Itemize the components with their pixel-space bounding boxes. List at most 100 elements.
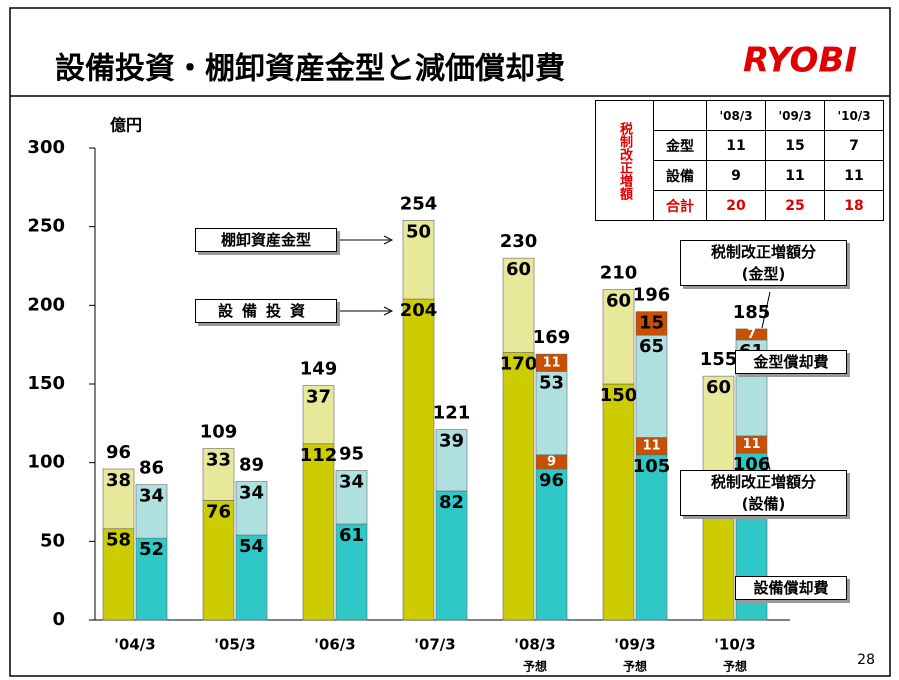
bar-segment: [235, 534, 268, 621]
segment-label: 82: [439, 492, 464, 513]
segment-label: 11: [742, 437, 760, 452]
total-label: 121: [433, 403, 471, 424]
cell: 25: [765, 190, 825, 221]
segment-label: 204: [400, 300, 438, 321]
callout: 税制改正増額分 (設備): [680, 470, 847, 516]
segment-label: 54: [239, 536, 264, 557]
x-tick-label: '07/3: [414, 636, 455, 654]
segment-label: 106: [733, 454, 771, 475]
x-sublabel: 予想: [723, 659, 747, 674]
x-tick-label: '05/3: [214, 636, 255, 654]
y-tick-label: 200: [27, 294, 65, 315]
segment-label: 170: [500, 354, 538, 375]
y-tick-label: 150: [27, 373, 65, 394]
x-sublabel: 予想: [523, 659, 547, 674]
segment-label: 52: [139, 539, 164, 560]
bar-segment: [335, 523, 368, 621]
bar-segment: [635, 311, 668, 336]
segment-label: 53: [539, 372, 564, 393]
x-tick-label: '06/3: [314, 636, 355, 654]
cell: 15: [765, 130, 825, 161]
segment-label: 37: [306, 387, 331, 408]
bar-segment: [602, 289, 635, 385]
segment-label: 34: [339, 472, 364, 493]
cell: 18: [824, 190, 884, 221]
segment-label: 60: [706, 377, 731, 398]
segment-label: 15: [639, 313, 664, 334]
callout: 税制改正増額分 (金型): [680, 240, 847, 286]
segment-label: 76: [206, 501, 231, 522]
bar-segment: [535, 468, 568, 621]
segment-label: 60: [506, 259, 531, 280]
x-tick-label: '10/3: [714, 636, 755, 654]
total-label: 95: [339, 444, 364, 465]
y-tick-label: 300: [27, 137, 65, 158]
table-header: '09/3: [765, 100, 825, 131]
cell: 20: [706, 190, 766, 221]
segment-label: 11: [542, 355, 560, 370]
total-label: 96: [106, 442, 131, 463]
segment-label: 33: [206, 450, 231, 471]
table-header: '10/3: [824, 100, 884, 131]
bar-segment: [635, 334, 668, 438]
logo: RYOBI: [743, 41, 857, 81]
total-label: 254: [400, 193, 438, 214]
bar-segment: [235, 481, 268, 536]
callout: 設備償却費: [735, 576, 847, 600]
callout: 棚卸資産金型: [195, 228, 337, 252]
tax-table: 税制改正増額 '08/3 '09/3 '10/3 金型 11 15 7 設備 9 11 11…: [595, 100, 884, 221]
bar-segment: [535, 353, 568, 372]
callout: 金型償却費: [735, 350, 847, 374]
total-label: 185: [733, 302, 771, 323]
bar-segment: [335, 470, 368, 525]
table-header: '08/3: [706, 100, 766, 131]
row-label: 金型: [653, 130, 707, 161]
bar-segment: [135, 484, 168, 539]
cell: 11: [765, 160, 825, 191]
bar-segment: [202, 448, 235, 501]
segment-label: 150: [600, 385, 638, 406]
total-label: 89: [239, 455, 264, 476]
segment-label: 60: [606, 291, 631, 312]
bar-segment: [402, 220, 435, 300]
frame: [9, 7, 891, 677]
bar-segment: [402, 298, 435, 621]
bar-segment: [102, 468, 135, 530]
bar-segment: [735, 328, 768, 341]
segment-label: 61: [339, 525, 364, 546]
bar-segment: [702, 375, 735, 471]
cell: 7: [824, 130, 884, 161]
segment-label: 11: [642, 439, 660, 454]
bar-segment: [202, 500, 235, 621]
page-number: 28: [857, 652, 875, 668]
segment-label: 96: [539, 470, 564, 491]
x-tick-label: '08/3: [514, 636, 555, 654]
cell: 11: [824, 160, 884, 191]
y-tick-label: 100: [27, 452, 65, 473]
total-label: 86: [139, 458, 164, 479]
segment-label: 50: [406, 221, 431, 242]
x-tick-label: '09/3: [614, 636, 655, 654]
x-sublabel: 予想: [623, 659, 647, 674]
bar-segment: [135, 537, 168, 621]
bar-segment: [302, 385, 335, 445]
total-label: 149: [300, 359, 338, 380]
segment-label: 34: [239, 483, 264, 504]
y-tick-label: 50: [40, 530, 65, 551]
table-corner: [653, 100, 707, 131]
total-label: 196: [633, 285, 671, 306]
title: 設備投資・棚卸資産金型と減価償却費: [55, 52, 565, 87]
segment-label: 7: [747, 327, 756, 342]
bar-segment: [502, 257, 535, 353]
segment-label: 9: [547, 454, 556, 469]
table-side-label: 税制改正増額: [595, 100, 654, 221]
bar-segment: [435, 490, 468, 621]
total-label: 169: [533, 327, 571, 348]
row-label: 設備: [653, 160, 707, 191]
segment-label: 58: [106, 530, 131, 551]
y-tick-label: 0: [52, 609, 65, 630]
segment-label: 105: [633, 456, 671, 477]
unit-label: 億円: [110, 116, 142, 135]
cell: 9: [706, 160, 766, 191]
